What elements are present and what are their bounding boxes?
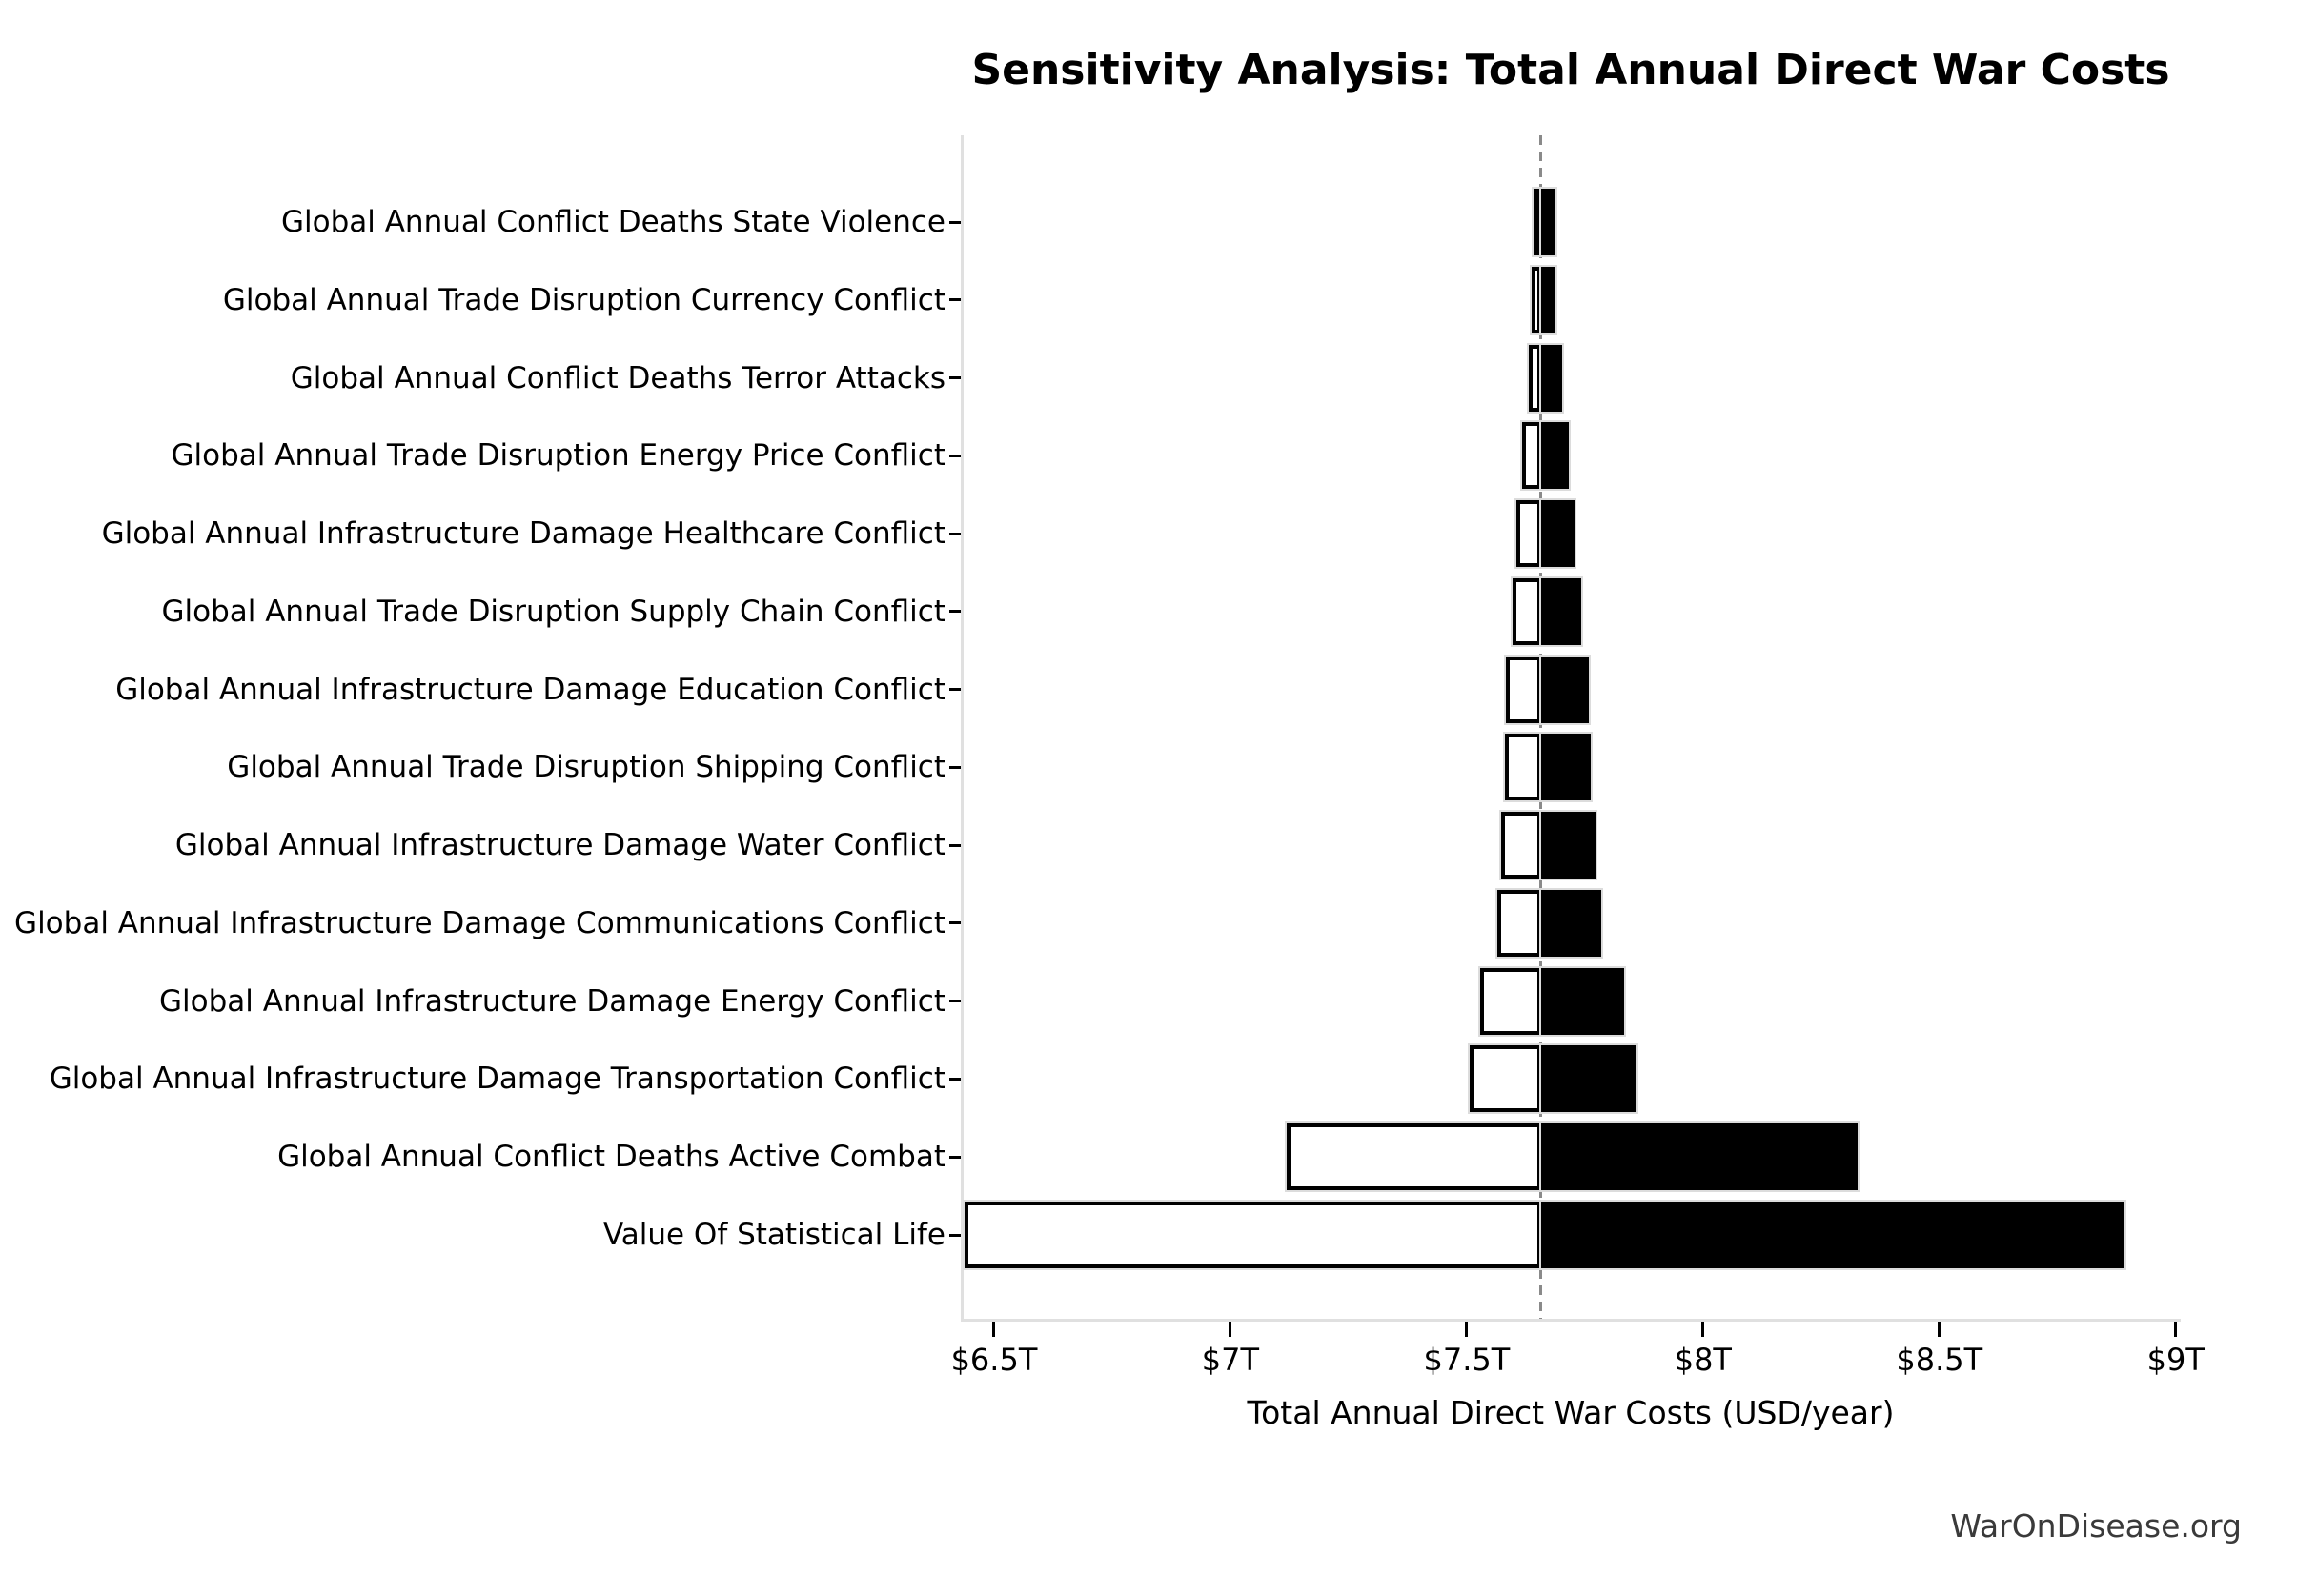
y-tick-label: Global Annual Infrastructure Damage Tran… <box>49 1061 945 1097</box>
y-tick-label: Global Annual Trade Disruption Currency … <box>222 282 945 317</box>
y-tick-mark <box>949 1000 961 1003</box>
y-tick-mark <box>949 610 961 614</box>
low-bar <box>964 1202 1541 1268</box>
y-tick-label: Global Annual Trade Disruption Shipping … <box>227 750 945 785</box>
y-tick-label: Global Annual Trade Disruption Supply Ch… <box>161 594 945 629</box>
high-bar <box>1540 344 1563 412</box>
x-tick-mark <box>2174 1322 2178 1337</box>
x-axis-title: Total Annual Direct War Costs (USD/year) <box>1247 1394 1895 1431</box>
high-bar <box>1540 812 1596 879</box>
x-axis-line <box>961 1319 2181 1322</box>
high-bar <box>1540 500 1575 568</box>
y-tick-label: Global Annual Conflict Deaths State Viol… <box>280 205 945 239</box>
x-tick-label: $8T <box>1674 1342 1732 1378</box>
y-tick-label: Value Of Statistical Life <box>602 1218 945 1252</box>
y-tick-mark <box>949 220 961 224</box>
y-tick-mark <box>949 1077 961 1081</box>
x-tick-label: $9T <box>2146 1342 2205 1378</box>
high-bar <box>1540 734 1591 801</box>
low-bar <box>1469 1045 1541 1113</box>
high-bar <box>1540 889 1601 957</box>
y-tick-label: Global Annual Conflict Deaths Terror Att… <box>290 360 945 395</box>
y-tick-label: Global Annual Infrastructure Damage Ener… <box>159 983 945 1019</box>
high-bar <box>1540 1045 1636 1113</box>
baseline-dashed-line <box>1539 135 1543 1319</box>
y-tick-mark <box>949 454 961 457</box>
x-tick-label: $8.5T <box>1896 1342 1983 1378</box>
watermark: WarOnDisease.org <box>1950 1507 2242 1545</box>
low-bar <box>1533 189 1541 255</box>
y-tick-mark <box>949 843 961 847</box>
low-bar <box>1287 1123 1541 1191</box>
y-tick-label: Global Annual Infrastructure Damage Educ… <box>115 672 945 707</box>
high-bar <box>1540 656 1589 723</box>
high-bar <box>1540 967 1624 1035</box>
x-tick-mark <box>1938 1322 1941 1337</box>
low-bar <box>1521 422 1541 490</box>
y-tick-label: Global Annual Conflict Deaths Active Com… <box>277 1140 945 1175</box>
high-bar <box>1540 1123 1859 1191</box>
y-tick-label: Global Annual Infrastructure Damage Heal… <box>101 516 945 552</box>
x-tick-label: $7T <box>1201 1342 1260 1378</box>
y-tick-mark <box>949 688 961 692</box>
x-tick-mark <box>1465 1322 1469 1337</box>
low-bar <box>1506 656 1541 723</box>
low-bar <box>1531 266 1541 333</box>
low-bar <box>1504 734 1541 801</box>
y-tick-mark <box>949 765 961 769</box>
x-tick-mark <box>992 1322 996 1337</box>
y-axis-line <box>961 135 964 1322</box>
y-tick-label: Global Annual Infrastructure Damage Wate… <box>174 828 945 863</box>
low-bar <box>1479 967 1541 1035</box>
high-bar <box>1540 577 1581 645</box>
low-bar <box>1497 889 1541 957</box>
y-tick-mark <box>949 532 961 535</box>
y-tick-label: Global Annual Trade Disruption Energy Pr… <box>171 438 945 474</box>
low-bar <box>1528 344 1541 412</box>
chart-title: Sensitivity Analysis: Total Annual Direc… <box>971 46 2170 94</box>
x-tick-mark <box>1701 1322 1705 1337</box>
high-bar <box>1540 422 1569 490</box>
low-bar <box>1515 500 1541 568</box>
low-bar <box>1500 812 1541 879</box>
high-bar <box>1540 266 1555 333</box>
high-bar <box>1540 189 1556 255</box>
x-tick-label: $6.5T <box>950 1342 1038 1378</box>
y-tick-mark <box>949 376 961 380</box>
y-tick-mark <box>949 1233 961 1237</box>
y-tick-mark <box>949 921 961 925</box>
y-tick-mark <box>949 298 961 302</box>
x-tick-mark <box>1229 1322 1232 1337</box>
y-tick-label: Global Annual Infrastructure Damage Comm… <box>14 905 945 940</box>
x-tick-label: $7.5T <box>1423 1342 1511 1378</box>
high-bar <box>1540 1202 2125 1268</box>
low-bar <box>1513 577 1541 645</box>
y-tick-mark <box>949 1155 961 1159</box>
